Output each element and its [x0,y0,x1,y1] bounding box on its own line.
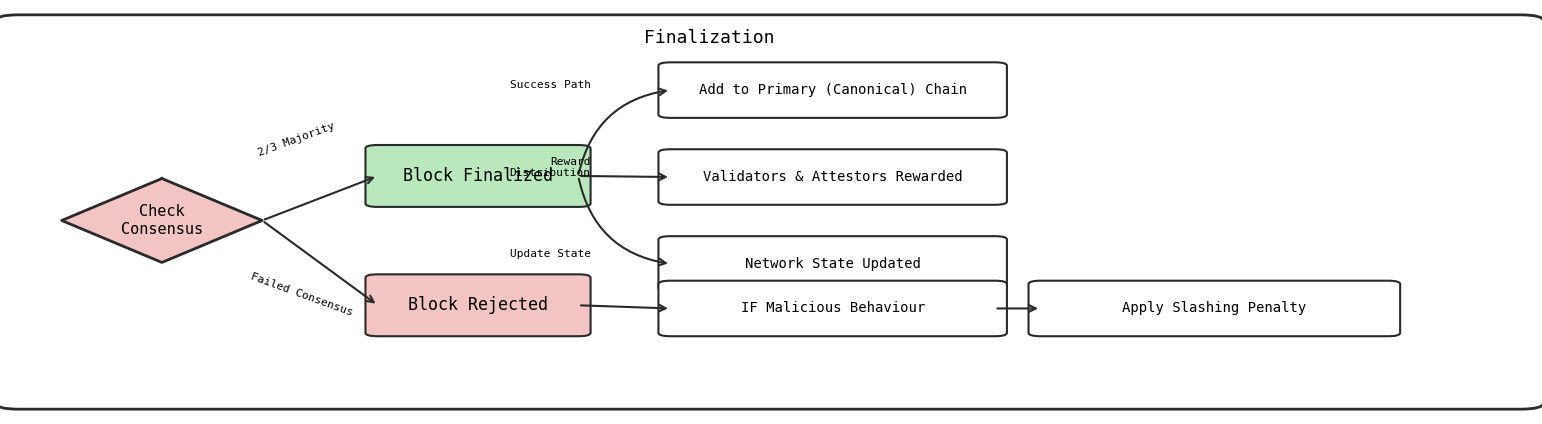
FancyBboxPatch shape [1029,281,1400,336]
Text: Failed Consensus: Failed Consensus [250,271,355,318]
Text: Block Rejected: Block Rejected [409,296,547,314]
Text: 2/3 Majority: 2/3 Majority [256,121,336,159]
Text: Block Finalized: Block Finalized [402,167,554,185]
FancyBboxPatch shape [658,281,1007,336]
Text: Update State: Update State [509,249,591,259]
Text: Validators & Attestors Rewarded: Validators & Attestors Rewarded [703,170,962,184]
Text: Add to Primary (Canonical) Chain: Add to Primary (Canonical) Chain [699,83,967,97]
FancyBboxPatch shape [658,62,1007,118]
FancyBboxPatch shape [658,236,1007,292]
Text: Success Path: Success Path [509,80,591,90]
FancyBboxPatch shape [365,145,591,207]
Text: Network State Updated: Network State Updated [745,257,921,271]
FancyBboxPatch shape [658,149,1007,205]
Text: Check
Consensus: Check Consensus [120,204,204,237]
FancyBboxPatch shape [365,274,591,336]
Text: IF Malicious Behaviour: IF Malicious Behaviour [740,301,925,315]
FancyBboxPatch shape [0,15,1542,409]
Text: Finalization: Finalization [645,29,774,47]
Text: Reward
Distribution: Reward Distribution [509,157,591,178]
Polygon shape [62,179,262,262]
Text: Apply Slashing Penalty: Apply Slashing Penalty [1123,301,1306,315]
